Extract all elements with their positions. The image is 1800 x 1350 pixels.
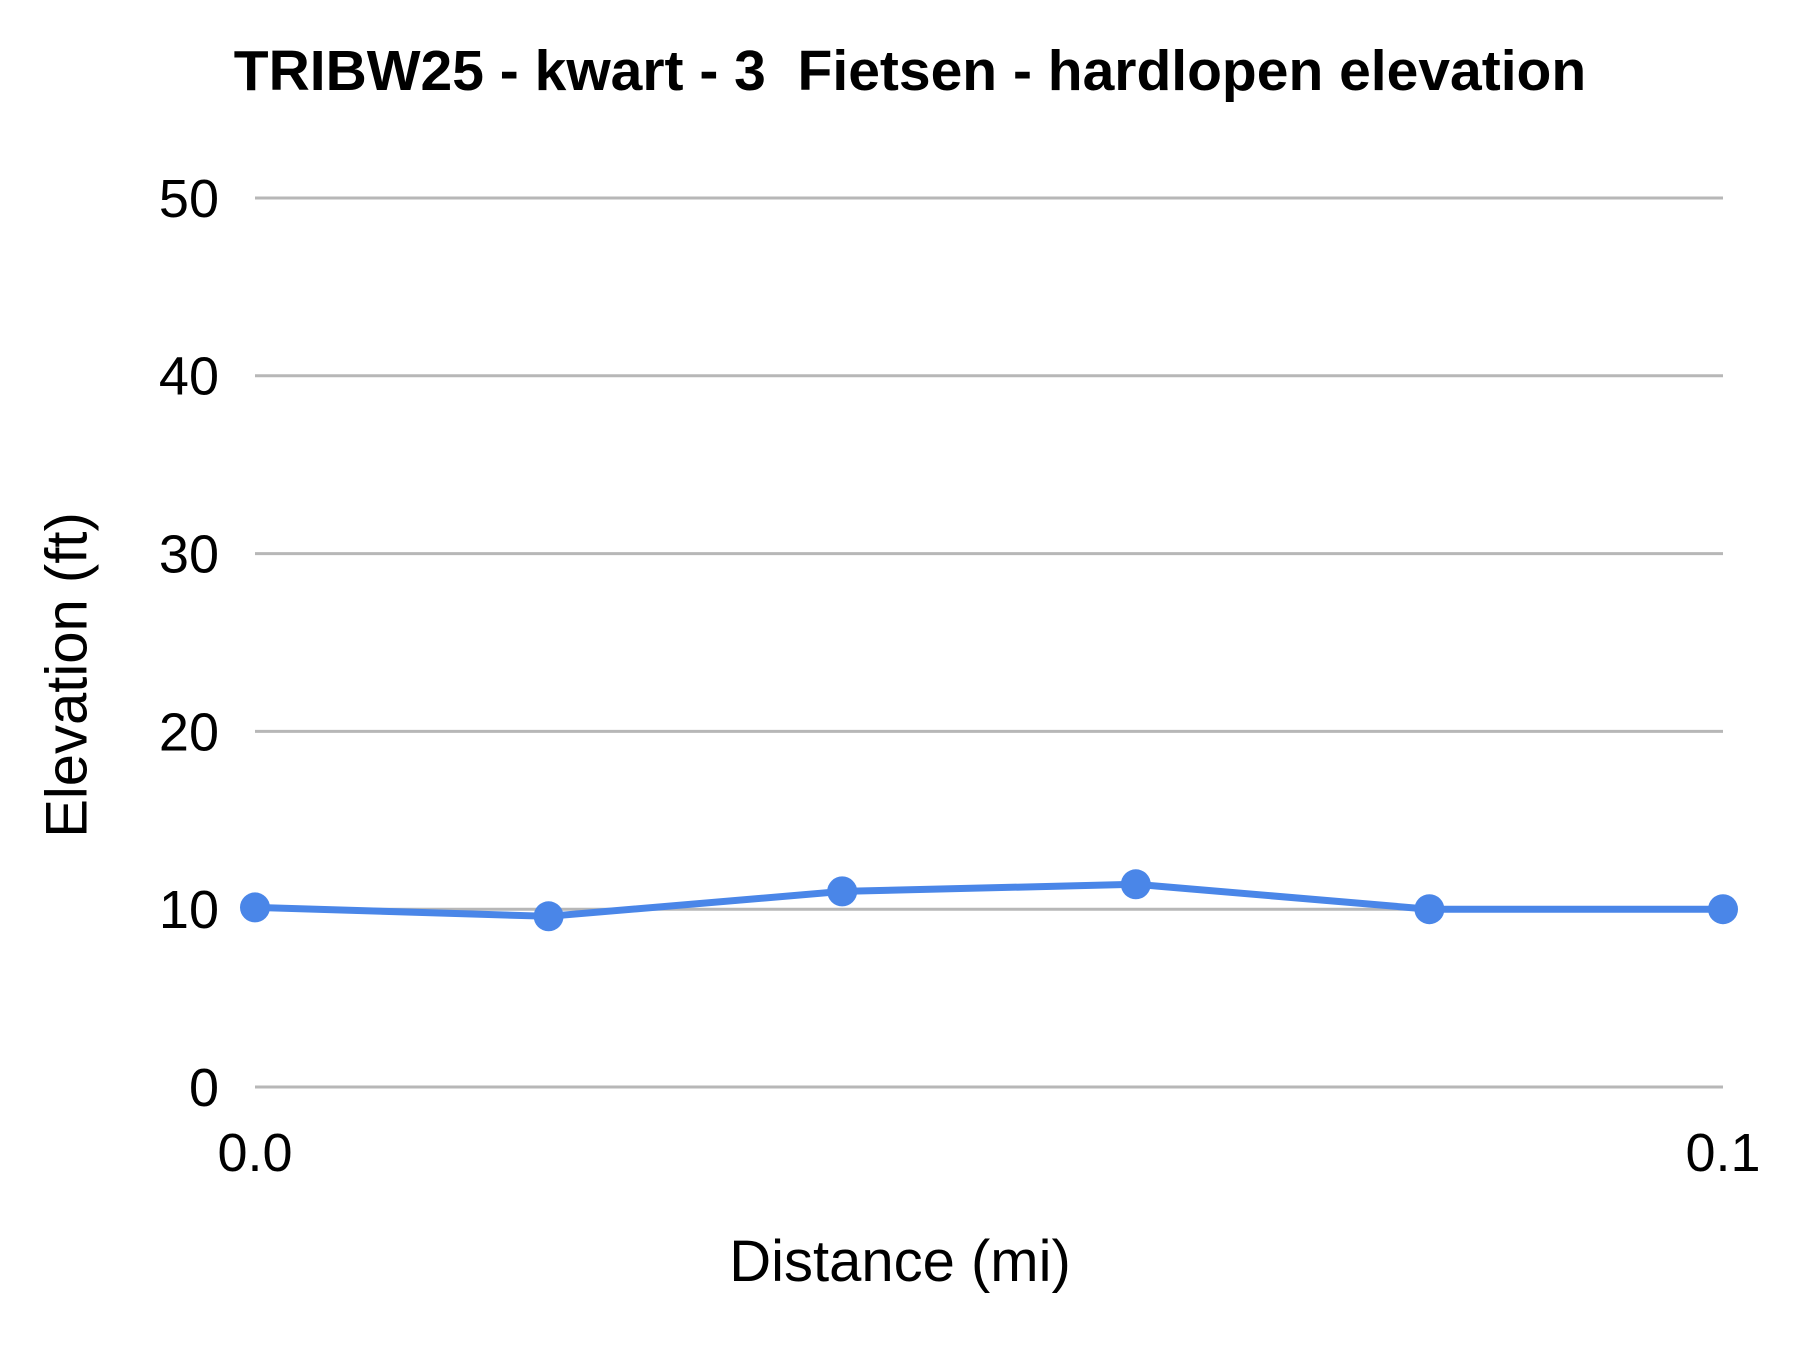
x-tick-label: 0.0 (217, 1123, 292, 1183)
y-tick-label: 50 (159, 169, 219, 229)
chart-title: TRIBW25 - kwart - 3 Fietsen - hardlopen … (233, 39, 1587, 103)
data-point (1708, 894, 1738, 925)
y-axis-title: Elevation (ft) (34, 512, 100, 838)
data-point (533, 901, 564, 932)
data-point (240, 892, 270, 923)
y-tick-label: 40 (159, 347, 219, 407)
data-point (827, 876, 858, 907)
y-tick-label: 0 (189, 1058, 219, 1118)
x-tick-label: 0.1 (1685, 1123, 1760, 1183)
elevation-line (251, 880, 1727, 920)
data-point (1414, 894, 1445, 925)
y-tick-label: 10 (159, 880, 219, 940)
x-axis-title: Distance (mi) (729, 1229, 1071, 1294)
y-tick-label: 20 (159, 702, 219, 762)
data-point (1120, 869, 1151, 900)
y-tick-label: 30 (159, 525, 219, 585)
